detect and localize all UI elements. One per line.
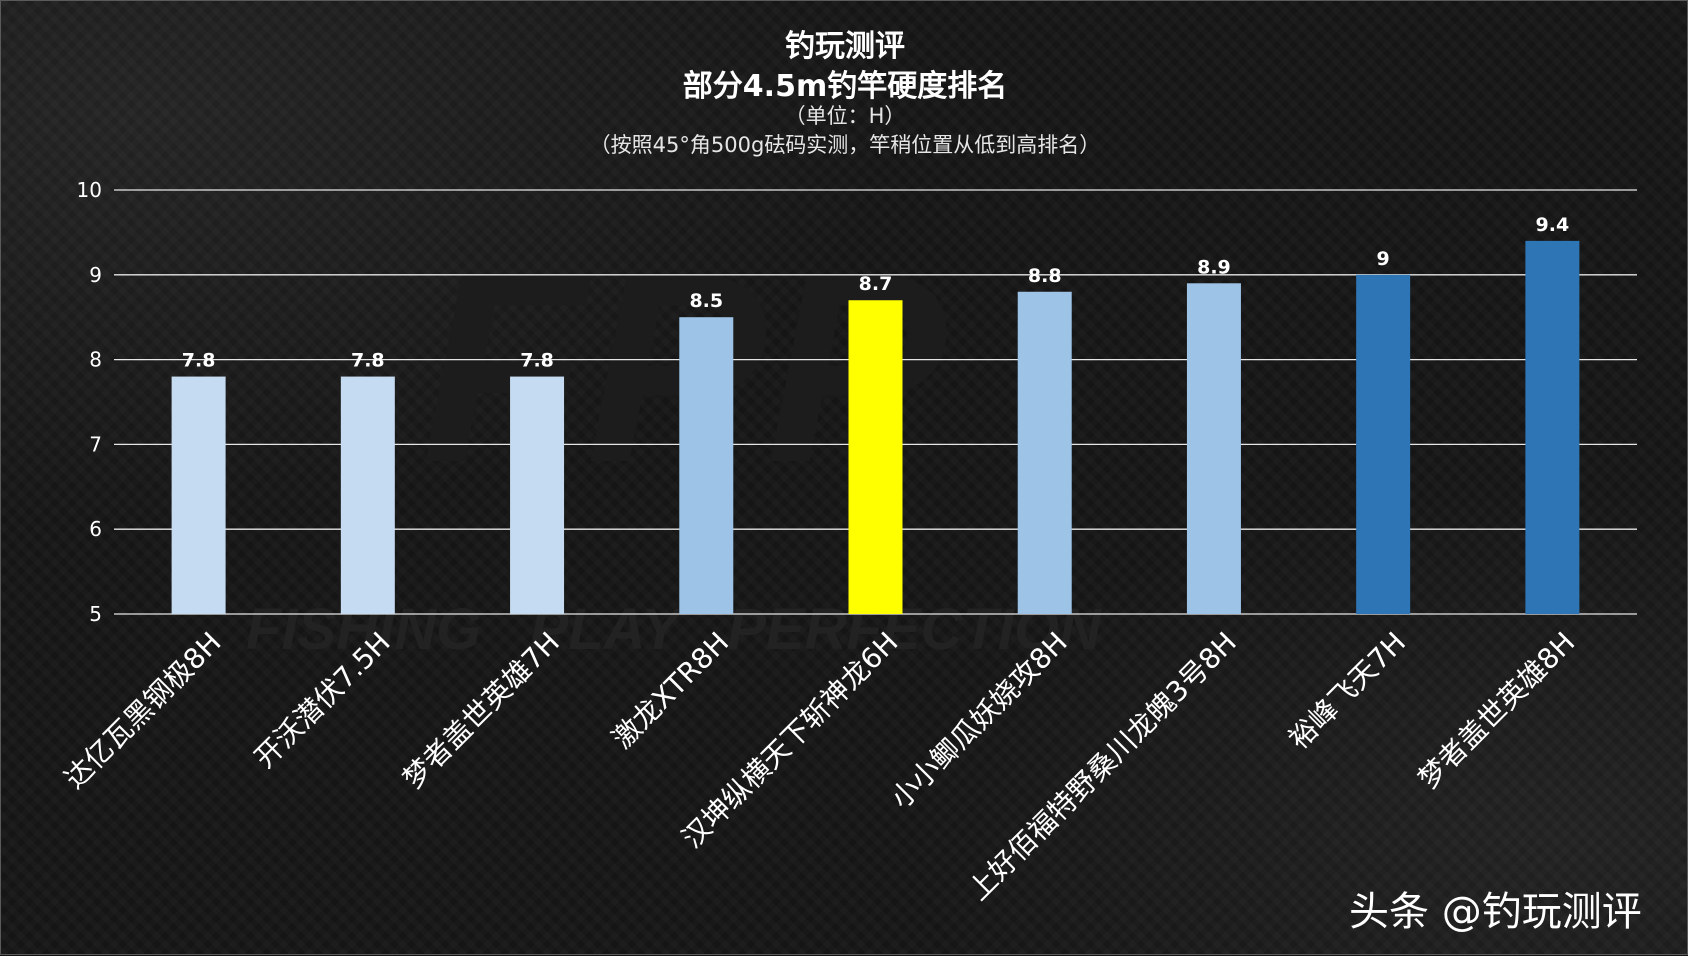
- x-axis-labels: 达亿瓦黑钢极8H 开沃潜伏7.5H 梦者盖世英雄7H 激龙XTR8H汉坤纵横天下斩神龙…: [58, 626, 1581, 907]
- unit-label: （单位：H）: [784, 104, 906, 128]
- data-label: 7.8: [182, 350, 216, 372]
- x-tick-label: 裕峰飞天7H: [1282, 626, 1412, 756]
- data-label: 8.9: [1197, 256, 1231, 278]
- x-tick-label: 梦者盖世英雄8H: [1412, 626, 1582, 796]
- y-axis-ticks: 5 6 7 8 9 10: [77, 178, 102, 626]
- data-label: 7.8: [351, 350, 385, 372]
- bar: [1525, 240, 1580, 614]
- bars: [171, 240, 1580, 614]
- data-label: 8.7: [859, 273, 893, 295]
- chart-subtitle: 部分4.5m钓竿硬度排名: [682, 69, 1008, 104]
- method-note: （按照45°角500g砝码实测，竿稍位置从低到高排名）: [589, 133, 1101, 157]
- source-watermark: 头条 @钓玩测评: [1349, 889, 1642, 935]
- y-tick-label: 10: [77, 178, 102, 202]
- y-tick-label: 8: [89, 348, 102, 372]
- chart-title: 钓玩测评: [785, 29, 905, 64]
- y-tick-label: 5: [89, 602, 102, 626]
- bar: [510, 376, 565, 614]
- data-label: 9: [1377, 248, 1390, 270]
- value-labels: 7.8 7.8 7.8 8.5 8.7 8.8 8.9 9 9.4: [182, 214, 1569, 372]
- data-label: 7.8: [520, 350, 554, 372]
- bar: [1356, 274, 1411, 614]
- y-tick-label: 6: [89, 517, 102, 541]
- y-tick-label: 9: [89, 263, 102, 287]
- bar: [1017, 291, 1072, 614]
- y-tick-label: 7: [89, 432, 102, 456]
- bar: [340, 376, 395, 614]
- data-label: 8.5: [689, 290, 723, 312]
- bar: [1186, 283, 1241, 614]
- x-tick-label: 达亿瓦黑钢极8H: [58, 626, 228, 796]
- bar: [679, 317, 734, 614]
- x-tick-label: 上好佰福特野桑川龙魄3号8H: [962, 626, 1243, 907]
- bar: [171, 376, 226, 614]
- data-label: 8.8: [1028, 265, 1062, 287]
- data-label: 9.4: [1536, 214, 1570, 236]
- bar: [848, 300, 903, 614]
